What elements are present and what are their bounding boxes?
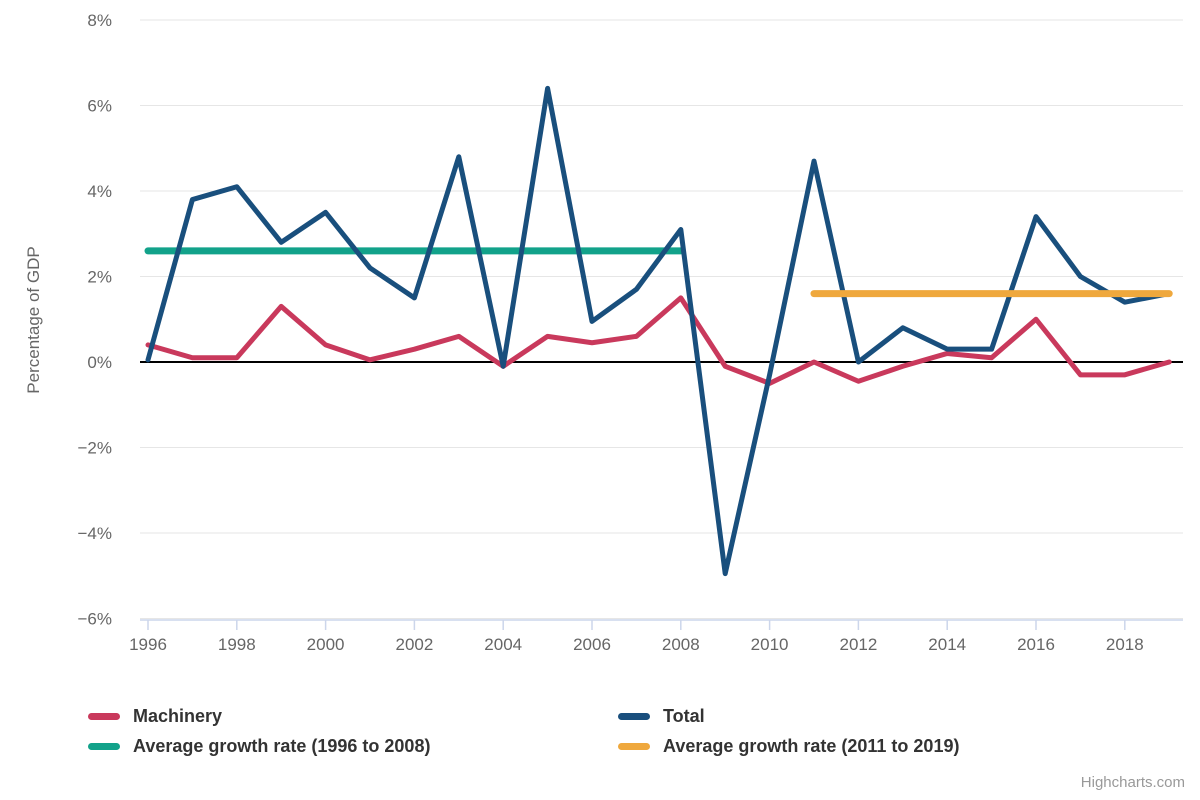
x-tick-label: 2004 bbox=[484, 635, 522, 654]
average-2011-2019-line-marker-icon bbox=[618, 742, 650, 750]
legend-label-average-2011-2019: Average growth rate (2011 to 2019) bbox=[663, 735, 960, 756]
x-tick-label: 1996 bbox=[129, 635, 167, 654]
y-tick-label: −4% bbox=[78, 524, 113, 543]
legend-item-average-2011-2019[interactable]: Average growth rate (2011 to 2019) bbox=[618, 732, 959, 760]
machinery-line-marker-icon bbox=[88, 712, 120, 720]
legend-item-average-1996-2008[interactable]: Average growth rate (1996 to 2008) bbox=[88, 732, 618, 760]
x-tick-label: 2016 bbox=[1017, 635, 1055, 654]
y-axis-title: Percentage of GDP bbox=[24, 246, 43, 394]
x-tick-label: 2012 bbox=[839, 635, 877, 654]
y-tick-label: 2% bbox=[87, 268, 112, 287]
legend-item-machinery[interactable]: Machinery bbox=[88, 702, 618, 730]
y-tick-label: 8% bbox=[87, 11, 112, 30]
x-tick-label: 2002 bbox=[395, 635, 433, 654]
series-line-machinery bbox=[145, 295, 1172, 386]
x-tick-label: 2006 bbox=[573, 635, 611, 654]
x-tick-label: 2010 bbox=[751, 635, 789, 654]
x-tick-label: 2018 bbox=[1106, 635, 1144, 654]
x-tick-label: 2008 bbox=[662, 635, 700, 654]
series-line-total bbox=[145, 85, 1172, 577]
total-line-marker-icon bbox=[618, 712, 650, 720]
legend-item-total[interactable]: Total bbox=[618, 702, 959, 730]
y-tick-label: 4% bbox=[87, 182, 112, 201]
x-tick-label: 2014 bbox=[928, 635, 966, 654]
y-tick-label: −2% bbox=[78, 439, 113, 458]
y-tick-label: 0% bbox=[87, 353, 112, 372]
highcharts-credit-link[interactable]: Highcharts.com bbox=[1080, 774, 1185, 791]
legend-label-total: Total bbox=[663, 705, 705, 726]
average-1996-2008-line-marker-icon bbox=[88, 742, 120, 750]
y-tick-label: 6% bbox=[87, 97, 112, 116]
legend-label-average-1996-2008: Average growth rate (1996 to 2008) bbox=[133, 735, 431, 756]
x-tick-label: 1998 bbox=[218, 635, 256, 654]
legend-label-machinery: Machinery bbox=[133, 705, 223, 726]
legend: Machinery Total Average growth rate (199… bbox=[88, 702, 959, 760]
y-tick-label: −6% bbox=[78, 610, 113, 629]
x-tick-label: 2000 bbox=[307, 635, 345, 654]
